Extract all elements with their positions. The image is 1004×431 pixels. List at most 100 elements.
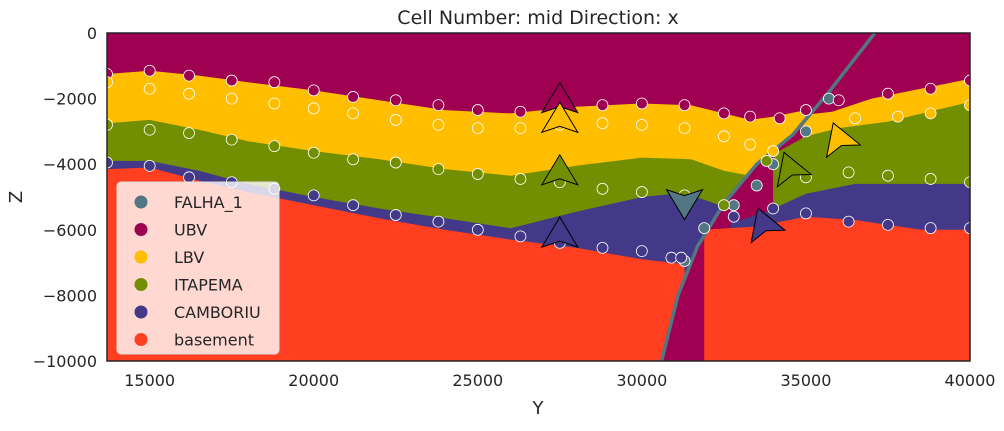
surface-point-UBV: [347, 91, 360, 103]
surface-point-CAMBORIU: [596, 241, 609, 254]
surface-point-LBV: [389, 114, 402, 126]
legend-marker-ITAPEMA: [134, 278, 148, 291]
surface-point-LBV: [891, 110, 904, 123]
surface-point-CAMBORIU: [924, 222, 937, 235]
surface-point-LBV: [596, 117, 609, 130]
surface-point-LBV: [849, 112, 862, 125]
surface-point-CAMBORIU: [665, 251, 678, 264]
x-tick-label: 40000: [945, 371, 996, 390]
surface-point-CAMBORIU: [675, 251, 688, 264]
surface-point-UBV: [389, 94, 402, 107]
surface-point-ITAPEMA: [717, 199, 730, 212]
surface-point-UBV: [143, 64, 156, 77]
surface-point-FALHA_1: [750, 179, 763, 192]
orientation-marker-CAMBORIU: [540, 216, 579, 249]
surface-point-LBV: [924, 107, 937, 120]
surface-point-CAMBORIU: [183, 171, 195, 184]
surface-point-CAMBORIU: [143, 159, 156, 172]
legend-label-CAMBORIU: CAMBORIU: [174, 303, 261, 322]
surface-point-ITAPEMA: [107, 118, 113, 131]
surface-point-ITAPEMA: [268, 140, 281, 153]
y-tick-label: −10000: [33, 352, 97, 371]
surface-point-ITAPEMA: [760, 155, 773, 167]
surface-point-ITAPEMA: [471, 168, 484, 180]
surface-point-UBV: [183, 69, 195, 82]
surface-point-CAMBORIU: [767, 202, 780, 215]
surface-point-CAMBORIU: [432, 215, 445, 228]
y-tick-label: −6000: [43, 221, 97, 240]
orientation-marker-LBV: [825, 122, 862, 159]
surface-point-ITAPEMA: [964, 176, 970, 189]
surface-point-CAMBORIU: [307, 189, 320, 202]
surface-point-CAMBORIU: [347, 199, 360, 212]
surface-point-UBV: [744, 110, 757, 123]
surface-point-LBV: [635, 118, 648, 131]
layer-basement-right: [704, 216, 970, 361]
x-ticks: 15000 20000 25000 30000 35000 40000: [124, 371, 995, 390]
surface-point-CAMBORIU: [727, 210, 740, 223]
surface-point-ITAPEMA: [143, 123, 156, 136]
y-tick-label: −8000: [43, 286, 97, 305]
x-tick-label: 25000: [452, 371, 503, 390]
fault-line-group: [659, 33, 877, 361]
legend-box: [116, 181, 280, 355]
x-tick-label: 20000: [288, 371, 339, 390]
surface-point-LBV: [767, 145, 780, 157]
surface-point-LBV: [964, 99, 970, 112]
surface-point-ITAPEMA: [514, 173, 527, 185]
legend-label-basement: basement: [174, 331, 254, 350]
layer-fills: [107, 33, 970, 361]
legend-marker-basement: [134, 333, 148, 346]
surface-point-UBV: [471, 104, 484, 116]
surface-point-LBV: [183, 87, 195, 100]
legend-label-ITAPEMA: ITAPEMA: [174, 276, 243, 295]
surface-point-ITAPEMA: [635, 186, 648, 198]
surface-point-CAMBORIU: [635, 245, 648, 258]
y-axis-label: Z: [6, 191, 27, 203]
surface-point-LBV: [432, 118, 445, 131]
surface-point-UBV: [307, 84, 320, 97]
surface-point-UBV: [225, 74, 238, 87]
surface-point-ITAPEMA: [882, 169, 894, 182]
chart-title: Cell Number: mid Direction: x: [397, 7, 678, 29]
surface-point-UBV: [773, 112, 786, 125]
x-axis-label: Y: [532, 398, 545, 419]
x-tick-label: 30000: [616, 371, 667, 390]
legend-marker-FALHA_1: [134, 195, 148, 209]
surface-point-LBV: [347, 107, 360, 120]
orientations-group: [540, 81, 862, 249]
surface-point-CAMBORIU: [107, 156, 113, 169]
legend-label-FALHA_1: FALHA_1: [174, 193, 243, 213]
surface-point-ITAPEMA: [225, 133, 238, 146]
y-ticks: 0 −2000 −4000 −6000 −8000 −10000: [33, 24, 97, 371]
surface-points-group: [107, 64, 970, 267]
surface-point-ITAPEMA: [347, 153, 360, 166]
surface-point-UBV: [596, 99, 609, 112]
orientation-marker-ITAPEMA: [776, 151, 813, 189]
surface-point-UBV: [964, 74, 970, 87]
legend-marker-LBV: [134, 250, 148, 264]
surface-point-LBV: [514, 122, 527, 135]
surface-point-LBV: [717, 130, 730, 143]
surface-point-LBV: [744, 138, 757, 151]
surface-point-CAMBORIU: [389, 209, 402, 221]
surface-point-UBV: [717, 107, 730, 120]
surface-point-ITAPEMA: [924, 173, 937, 185]
surface-point-LBV: [471, 122, 484, 135]
legend-marker-CAMBORIU: [134, 305, 148, 319]
surface-point-LBV: [307, 102, 320, 115]
surface-point-ITAPEMA: [183, 127, 195, 139]
surface-point-UBV: [924, 82, 937, 95]
legend-marker-UBV: [134, 223, 148, 236]
legend-label-LBV: LBV: [174, 248, 204, 267]
surface-point-UBV: [678, 99, 691, 112]
surface-point-UBV: [268, 76, 281, 89]
surface-point-ITAPEMA: [389, 156, 402, 169]
orientation-marker-CAMBORIU: [750, 207, 787, 244]
surface-point-ITAPEMA: [842, 166, 855, 179]
y-tick-label: −4000: [43, 155, 97, 174]
surface-point-CAMBORIU: [800, 207, 812, 220]
legend: FALHA_1 UBV LBV ITAPEMA CAMBORIU basement: [116, 181, 280, 355]
y-tick-label: −2000: [43, 90, 97, 109]
